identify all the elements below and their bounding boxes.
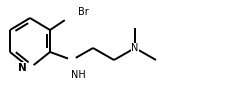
Text: N: N: [18, 63, 26, 73]
Text: NH: NH: [71, 70, 86, 80]
Text: N: N: [131, 43, 139, 53]
Text: Br: Br: [78, 7, 89, 17]
